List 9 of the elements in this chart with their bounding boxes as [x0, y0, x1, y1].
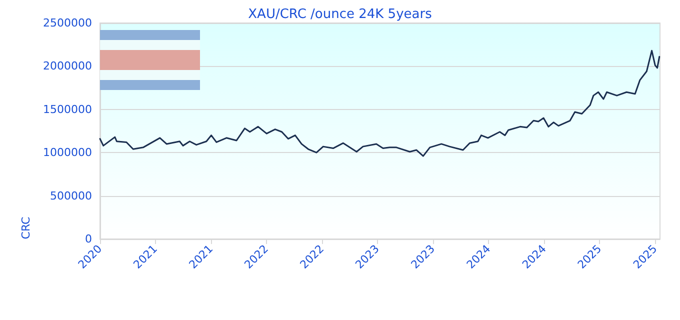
line-series [99, 50, 660, 157]
chart-title: XAU/CRC /ounce 24K 5years [248, 7, 432, 22]
y-tick-label: 2000000 [43, 60, 92, 73]
y-tick-label: 1000000 [43, 146, 92, 160]
y-tick-label: 500000 [50, 189, 92, 202]
y-tick-label: 1500000 [43, 102, 92, 116]
y-tick-label: 2500000 [43, 16, 92, 30]
y-axis-title: CRC [20, 216, 32, 240]
y-tick-label: 0 [85, 232, 92, 246]
